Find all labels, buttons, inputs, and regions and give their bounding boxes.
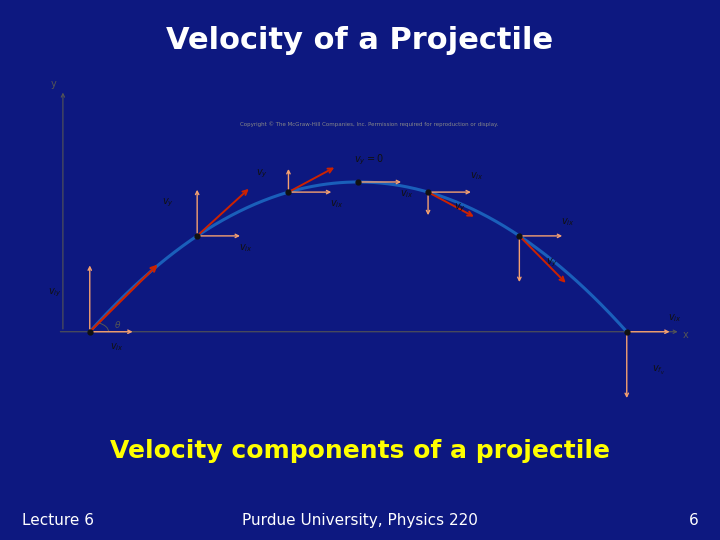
Text: Copyright © The McGraw-Hill Companies, Inc. Permission required for reproduction: Copyright © The McGraw-Hill Companies, I… (240, 122, 498, 127)
Text: $v_y = 0$: $v_y = 0$ (354, 152, 384, 167)
Text: Purdue University, Physics 220: Purdue University, Physics 220 (242, 513, 478, 528)
Text: $v_{ix}$: $v_{ix}$ (109, 341, 123, 353)
Text: $v_{f_v}$: $v_{f_v}$ (652, 364, 665, 377)
Text: $v_y$: $v_y$ (454, 202, 467, 214)
Text: Lecture 6: Lecture 6 (22, 513, 94, 528)
Text: $v_{ix}$: $v_{ix}$ (400, 188, 413, 200)
Text: $v_{ix}$: $v_{ix}$ (330, 199, 343, 210)
Text: $v_y$: $v_y$ (256, 167, 268, 180)
Text: 6: 6 (688, 513, 698, 528)
Text: $v_y$: $v_y$ (162, 197, 174, 209)
Text: y: y (50, 79, 56, 89)
Text: $v_{ix}$: $v_{ix}$ (561, 217, 575, 228)
Text: $v_{ix}$: $v_{ix}$ (469, 170, 483, 181)
Text: $v_{ix}$: $v_{ix}$ (668, 312, 682, 324)
Text: Velocity of a Projectile: Velocity of a Projectile (166, 26, 554, 55)
Text: $v_{iy}$: $v_{iy}$ (48, 287, 62, 299)
Text: $\theta$: $\theta$ (114, 319, 121, 330)
Text: x: x (683, 329, 689, 340)
Text: $v_{ix}$: $v_{ix}$ (238, 242, 252, 254)
Text: Velocity components of a projectile: Velocity components of a projectile (110, 439, 610, 463)
Text: $v_y$: $v_y$ (546, 257, 557, 269)
